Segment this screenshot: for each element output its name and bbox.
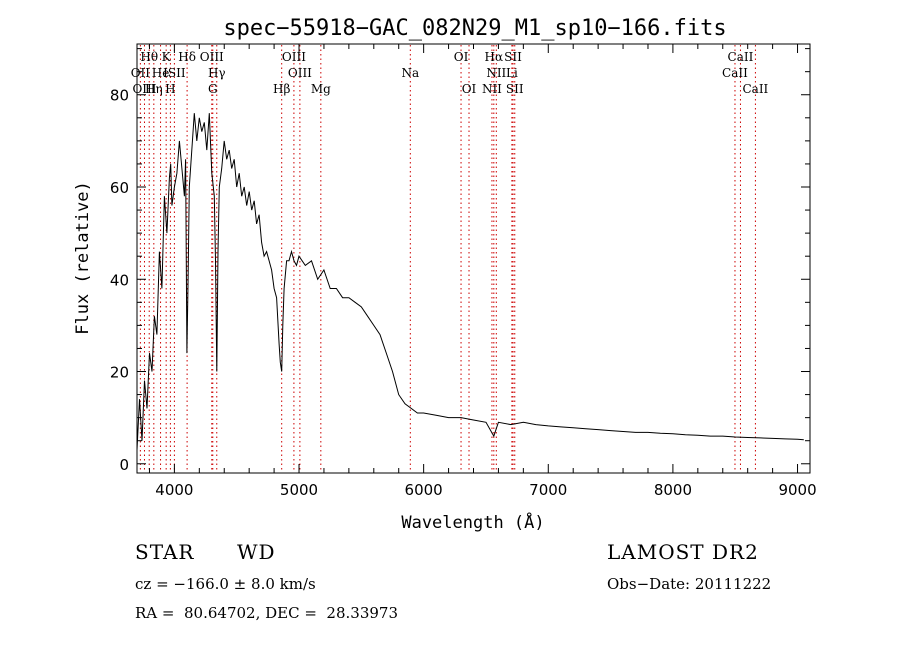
- observation-date: Obs−Date: 20111222: [607, 575, 772, 593]
- line-label: G: [208, 82, 218, 96]
- x-tick-label: 7000: [529, 481, 567, 499]
- line-label: Mg: [311, 82, 331, 96]
- line-label: Hη: [145, 82, 163, 96]
- line-label: SII: [506, 82, 524, 96]
- x-tick-label: 5000: [280, 481, 318, 499]
- line-label: SII: [504, 50, 522, 64]
- x-axis-label: Wavelength (Å): [401, 511, 544, 533]
- line-label: NII: [486, 66, 506, 80]
- plot-frame: [136, 43, 811, 474]
- line-label: NII: [482, 82, 502, 96]
- line-label: CaII: [742, 82, 768, 96]
- spectral-line-markers: [139, 45, 756, 472]
- redshift-velocity: cz = −166.0 ± 8.0 km/s: [135, 575, 316, 593]
- line-label: K: [162, 50, 172, 64]
- survey-name: LAMOST DR2: [607, 540, 759, 564]
- line-label: Hθ: [140, 50, 158, 64]
- y-tick-label: 60: [110, 179, 129, 197]
- line-label: Na: [401, 66, 419, 80]
- x-tick-label: 6000: [405, 481, 443, 499]
- line-label: Hδ: [178, 50, 196, 64]
- line-label: Hβ: [273, 82, 290, 96]
- object-class: STAR: [135, 540, 195, 564]
- line-label: OIII: [288, 66, 312, 80]
- y-tick-label: 80: [110, 87, 129, 105]
- line-label: Hα: [485, 50, 504, 64]
- chart-title: spec−55918−GAC_082N29_M1_sp10−166.fits: [223, 16, 726, 41]
- line-label: OIII: [200, 50, 224, 64]
- line-label: ISII: [163, 66, 186, 80]
- spectrum-line: [136, 113, 804, 450]
- y-tick-label: 0: [119, 456, 129, 474]
- y-axis-label: Flux (relative): [73, 181, 93, 335]
- object-subclass: WD: [237, 540, 276, 564]
- line-label: Hγ: [208, 66, 226, 80]
- coordinates: RA = 80.64702, DEC = 28.33973: [135, 604, 399, 622]
- y-tick-label: 20: [110, 364, 129, 382]
- y-tick-label: 40: [110, 271, 129, 289]
- line-label: OII: [131, 66, 151, 80]
- x-tick-label: 8000: [654, 481, 692, 499]
- line-label: H: [165, 82, 175, 96]
- line-label: OI: [462, 82, 477, 96]
- line-label: CaII: [728, 50, 754, 64]
- line-label: OI: [454, 50, 469, 64]
- axes: 4000 5000 6000 7000 8000 9000 0 20 40 60 80: [110, 44, 817, 499]
- x-tick-label: 9000: [778, 481, 816, 499]
- line-label: OIII: [282, 50, 306, 64]
- line-label: CaII: [722, 66, 748, 80]
- line-label: He: [152, 66, 170, 80]
- x-tick-label: 4000: [155, 481, 193, 499]
- line-label: Li: [506, 66, 518, 80]
- line-label: OIII: [132, 82, 156, 96]
